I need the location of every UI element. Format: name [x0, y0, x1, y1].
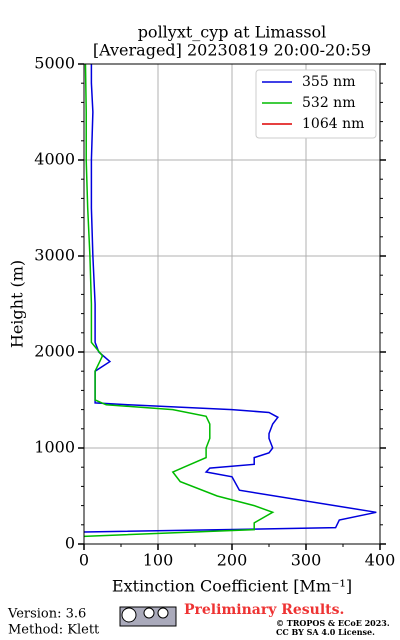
y-tick-label: 5000 — [34, 54, 75, 73]
y-tick-label: 1000 — [34, 438, 75, 457]
cc-logo — [119, 606, 177, 627]
y-tick-label: 3000 — [34, 246, 75, 265]
legend-label: 355 nm — [302, 74, 355, 90]
license: CC BY SA 4.0 License. — [276, 627, 375, 637]
x-tick-label: 100 — [143, 551, 174, 570]
y-tick-label: 0 — [65, 534, 75, 553]
legend-box — [255, 69, 377, 139]
legend-label: 532 nm — [302, 95, 355, 111]
x-tick-label: 300 — [291, 551, 322, 570]
x-tick-label: 200 — [217, 551, 248, 570]
profile-line — [83, 63, 275, 538]
legend-label: 1064 nm — [302, 116, 364, 132]
plot-frame — [83, 63, 381, 545]
x-tick-label: 0 — [79, 551, 89, 570]
y-tick-label: 2000 — [34, 342, 75, 361]
x-axis-label: Extinction Coefficient [Mm⁻¹] — [112, 577, 352, 596]
y-axis-label: Height (m) — [8, 260, 27, 348]
version: Version: 3.6 — [7, 607, 86, 622]
chart-title: pollyxt_cyp at Limassol — [138, 23, 327, 42]
copyright: © TROPOS & ECoE 2023. — [276, 618, 390, 628]
x-tick-label: 400 — [365, 551, 396, 570]
notice: Preliminary Results. — [184, 602, 344, 618]
chart-subtitle: [Averaged] 20230819 20:00-20:59 — [93, 41, 371, 60]
profile-line — [83, 64, 377, 533]
y-tick-label: 4000 — [34, 150, 75, 169]
method: Method: Klett — [8, 623, 100, 638]
